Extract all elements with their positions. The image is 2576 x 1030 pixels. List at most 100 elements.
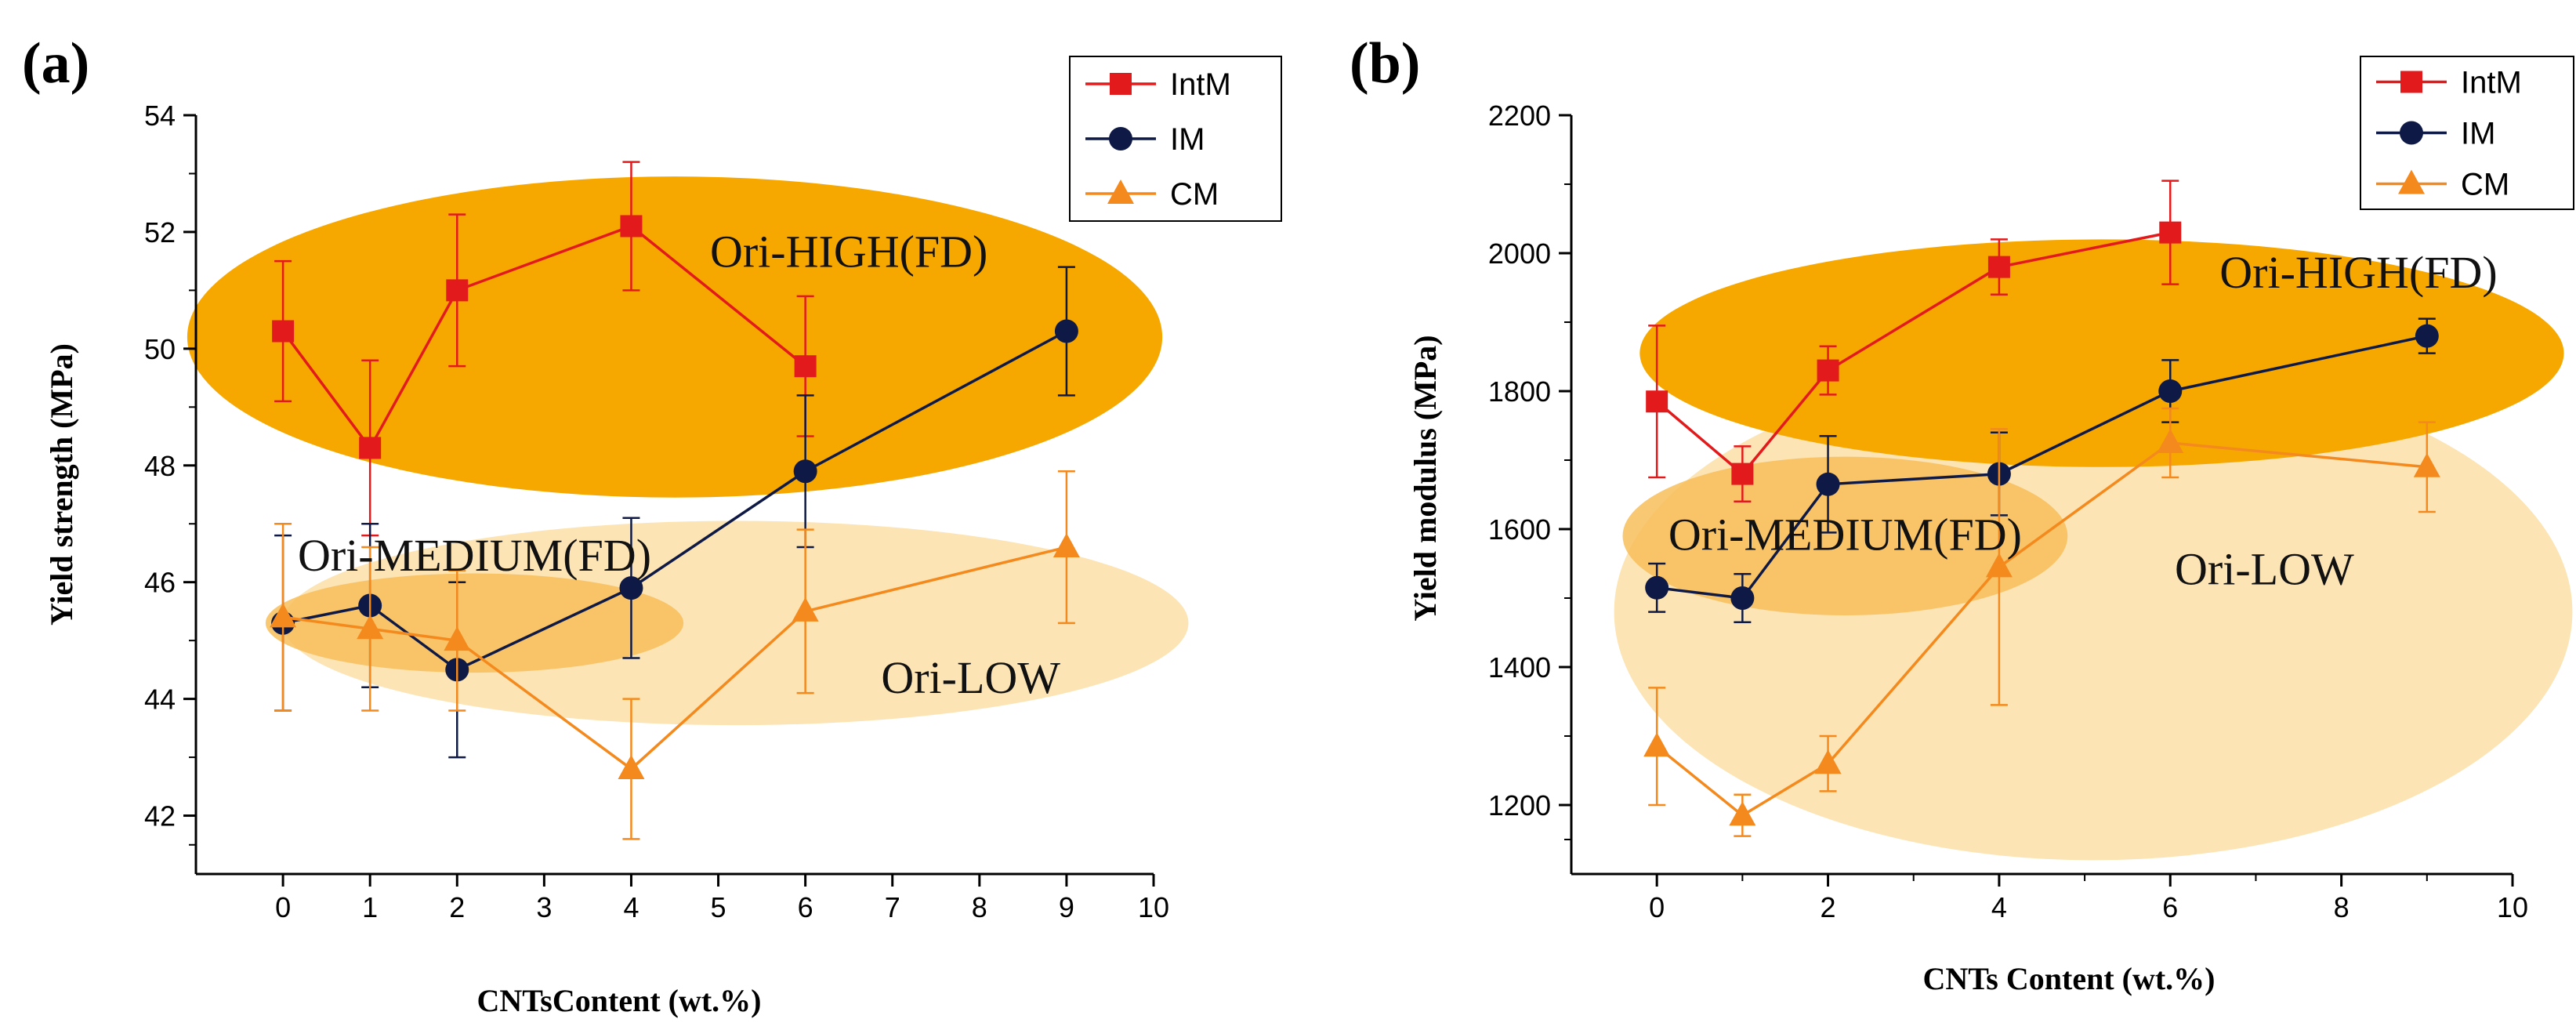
panel-a-series-intm-point bbox=[272, 320, 295, 343]
panel-b-legend-label: IntM bbox=[2461, 66, 2522, 100]
panel-a-series-im-point bbox=[1054, 319, 1078, 343]
panel-b-series-im-point bbox=[2415, 324, 2439, 348]
panel-a-x-tick-label: 10 bbox=[1138, 891, 1169, 923]
panel-b-series-cm-point bbox=[1643, 732, 1671, 757]
panel-a-legend-item-cm: CM bbox=[1085, 177, 1219, 212]
panel-b-series-cm-point bbox=[1729, 801, 1756, 826]
panel-b-legend-label: CM bbox=[2461, 168, 2509, 202]
panel-b-series-cm bbox=[1643, 407, 2440, 837]
panel-b-y-tick-label: 1400 bbox=[1488, 651, 1551, 684]
panel-a-legend-item-im: IM bbox=[1085, 122, 1205, 157]
panel-b-legend-marker bbox=[2398, 169, 2425, 194]
panel-b-y-tick-label: 2000 bbox=[1488, 238, 1551, 270]
panel-b-legend-marker bbox=[2400, 121, 2423, 145]
panel-a-x-tick-label: 8 bbox=[972, 891, 987, 923]
panel-a-region-label-high: Ori-HIGH(FD) bbox=[710, 227, 987, 277]
panel-a-series bbox=[270, 161, 1080, 840]
panel-b-region-label-low: Ori-LOW bbox=[2175, 543, 2354, 594]
panel-b-series-im-point bbox=[1816, 472, 1840, 496]
panel-b-series-intm-point bbox=[1646, 390, 1668, 413]
panel-a-series-cm-point bbox=[444, 626, 471, 651]
panel-b-x-tick-label: 6 bbox=[2162, 891, 2178, 923]
panel-b-series-intm-point bbox=[1731, 462, 1754, 485]
panel-a-legend-item-intm: IntM bbox=[1085, 67, 1231, 102]
panel-a-axes: 0 1 2 3 4 5 6 7 8 9 10 42 44 46 48 50 52 54 bbox=[144, 100, 1169, 923]
panel-b-x-tick-label: 0 bbox=[1649, 891, 1665, 923]
panel-a-y-tick-label: 42 bbox=[144, 800, 176, 832]
panel-a-x-tick-label: 7 bbox=[885, 891, 900, 923]
panel-a-series-intm-point bbox=[359, 437, 382, 459]
panel-a-x-tick-label: 0 bbox=[275, 891, 291, 923]
panel-a-region-label-low: Ori-LOW bbox=[881, 652, 1060, 703]
panel-b-y-tick-label: 1800 bbox=[1488, 375, 1551, 408]
panel-b-y-axis-title: Yield modulus (MPa) bbox=[1408, 335, 1443, 621]
panel-b-axes: 0 2 4 6 8 10 1200 1400 1600 1800 2000 2200 bbox=[1488, 100, 2528, 923]
panel-b-x-tick-label: 10 bbox=[2497, 891, 2528, 923]
panel-b-region-high bbox=[1639, 239, 2564, 467]
panel-a-y-tick-label: 52 bbox=[144, 216, 176, 248]
panel-b-series-cm-point bbox=[1814, 749, 1842, 774]
panel-b-region-labels: Ori-HIGH(FD) Ori-MEDIUM(FD) Ori-LOW bbox=[1668, 247, 2498, 594]
panel-a-series-im-point bbox=[619, 576, 643, 600]
panel-b-legend-item-im: IM bbox=[2376, 117, 2495, 151]
panel-a-x-tick-label: 3 bbox=[536, 891, 552, 923]
panel-a-y-tick-label: 54 bbox=[144, 100, 176, 132]
panel-b-y-tick-label: 1200 bbox=[1488, 789, 1551, 821]
panel-a-y-axis-title: Yield strength (MPa) bbox=[44, 343, 79, 626]
panel-a-series-im-point bbox=[793, 459, 817, 484]
panel-b-x-tick-label: 2 bbox=[1821, 891, 1836, 923]
panel-b-x-tick-label: 4 bbox=[1991, 891, 2007, 923]
panel-b-region-label-medium: Ori-MEDIUM(FD) bbox=[1668, 509, 2022, 560]
panel-a-regions bbox=[187, 176, 1189, 726]
panel-b-legend-item-cm: CM bbox=[2376, 168, 2509, 202]
panel-a-series-cm-point bbox=[270, 603, 297, 628]
panel-a-legend-label: CM bbox=[1170, 177, 1219, 212]
panel-a-series-intm-point bbox=[446, 279, 469, 302]
panel-a-series-im-line bbox=[282, 329, 1067, 672]
panel-a-x-tick-label: 5 bbox=[711, 891, 726, 923]
panel-b-legend-marker bbox=[2400, 71, 2422, 93]
panel-b-region-medium bbox=[1622, 456, 2068, 615]
panel-a: (a) 0 1 2 3 4 5 6 7 8 9 10 42 44 46 48 50 52 54 Ori-HIGH(… bbox=[22, 31, 1282, 1018]
panel-b-series-im-point bbox=[1730, 586, 1755, 610]
panel-a-legend-marker bbox=[1109, 127, 1132, 151]
panel-a-legend-marker bbox=[1107, 180, 1134, 204]
panel-a-legend: IntM IM CM bbox=[1069, 56, 1282, 222]
panel-a-x-tick-label: 6 bbox=[798, 891, 813, 923]
panel-a-series-cm-line bbox=[282, 546, 1067, 771]
panel-a-x-tick-label: 9 bbox=[1059, 891, 1074, 923]
panel-b-series-cm-point bbox=[1985, 553, 2013, 578]
panel-a-series-intm-point bbox=[794, 355, 817, 378]
panel-b-series-im-point bbox=[2158, 379, 2183, 403]
panel-a-x-axis-title: CNTsContent (wt.%) bbox=[477, 983, 762, 1018]
panel-a-y-tick-label: 50 bbox=[144, 333, 176, 365]
panel-b-x-axis-title: CNTs Content (wt.%) bbox=[1923, 961, 2216, 996]
panel-a-series-intm-point bbox=[620, 215, 643, 238]
panel-a-legend-marker bbox=[1110, 73, 1132, 95]
panel-b-y-tick-label: 2200 bbox=[1488, 100, 1551, 132]
panel-a-series-cm-point bbox=[792, 597, 819, 622]
panel-a-series-cm-point bbox=[1053, 533, 1080, 558]
panel-b-y-tick-label: 1600 bbox=[1488, 513, 1551, 546]
panel-a-series-cm bbox=[270, 470, 1080, 840]
panel-b-legend-item-intm: IntM bbox=[2376, 66, 2522, 100]
panel-a-series-cm-point bbox=[357, 615, 384, 640]
panel-a-series-intm bbox=[272, 161, 817, 537]
panel-b-series-cm-point bbox=[2413, 452, 2440, 477]
panel-a-region-label-medium: Ori-MEDIUM(FD) bbox=[298, 530, 651, 581]
panel-a-y-tick-label: 46 bbox=[144, 567, 176, 599]
panel-a-legend-label: IM bbox=[1170, 122, 1205, 157]
panel-a-region-high bbox=[187, 176, 1163, 498]
panel-b-series-intm-point bbox=[1817, 359, 1839, 382]
panel-a-y-tick-label: 44 bbox=[144, 684, 176, 716]
panel-a-x-tick-label: 2 bbox=[449, 891, 465, 923]
panel-b-series bbox=[1643, 180, 2440, 837]
panel-a-letter: (a) bbox=[22, 31, 89, 96]
panel-b-series-cm-point bbox=[2157, 429, 2184, 453]
panel-b-letter: (b) bbox=[1350, 31, 1420, 96]
panel-b-series-intm bbox=[1646, 180, 2182, 503]
panel-b-series-im-line bbox=[1656, 334, 2428, 600]
panel-b-region-label-high: Ori-HIGH(FD) bbox=[2219, 247, 2497, 298]
panel-a-series-cm-point bbox=[618, 754, 645, 779]
